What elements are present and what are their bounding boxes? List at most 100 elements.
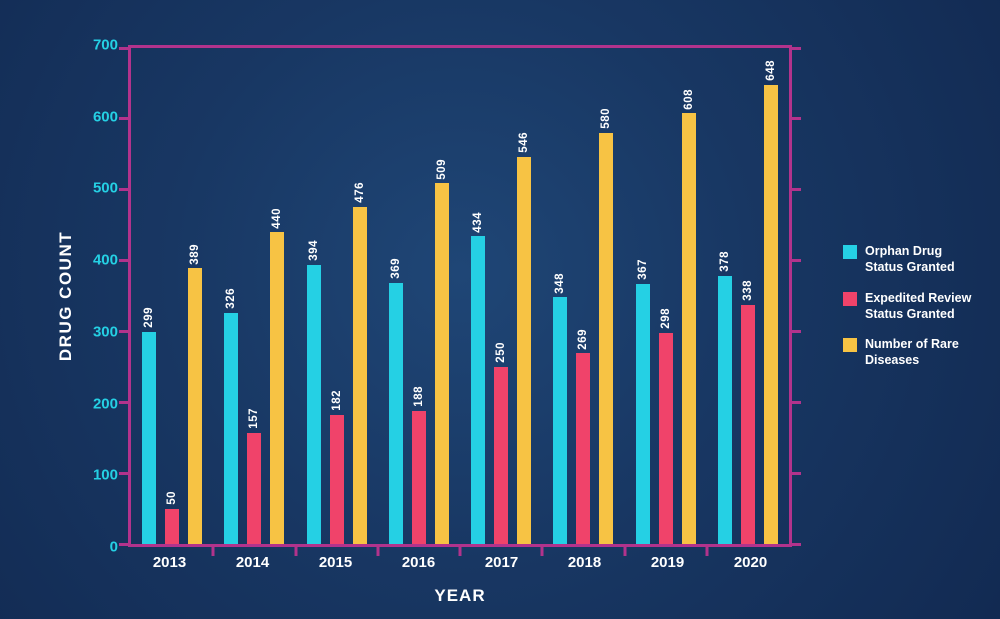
x-tick-mark xyxy=(376,547,380,556)
bar-group-2018: 348 269 580 xyxy=(542,48,624,544)
x-axis-title: YEAR xyxy=(434,586,486,605)
bar-value-label: 188 xyxy=(412,386,425,407)
legend-label: Orphan Drug Status Granted xyxy=(865,244,955,275)
bar-unit: 608 xyxy=(681,48,696,544)
bar-value-label: 299 xyxy=(143,307,156,329)
x-tick-label: 2020 xyxy=(733,554,768,571)
bar-unit: 157 xyxy=(247,48,262,544)
bar-value-label: 509 xyxy=(435,158,448,180)
y-tick-mark xyxy=(792,471,801,475)
bar-unit: 509 xyxy=(434,48,449,544)
y-tick-label: 700 xyxy=(92,36,118,54)
y-tick-label: 0 xyxy=(109,538,118,556)
y-tick-label: 100 xyxy=(92,466,118,484)
x-tick-mark xyxy=(705,547,709,556)
bar-unit: 648 xyxy=(763,48,778,544)
bar xyxy=(599,133,614,544)
legend-item: Orphan Drug Status Granted xyxy=(843,243,971,276)
y-tick-mark xyxy=(119,46,128,50)
y-tick-mark xyxy=(119,117,128,121)
legend-swatch xyxy=(843,291,857,306)
x-tick-mark xyxy=(623,547,626,556)
bar-unit: 367 xyxy=(635,48,650,544)
bar-group-2014: 326 157 440 xyxy=(213,48,295,544)
bar-group-2016: 369 188 509 xyxy=(378,48,460,544)
y-tick-mark xyxy=(119,329,128,333)
bar xyxy=(329,415,344,544)
y-tick-mark xyxy=(119,400,128,404)
y-tick-mark xyxy=(792,259,801,263)
bar-value-label: 369 xyxy=(389,257,402,279)
bar-group-2013: 299 50 389 xyxy=(131,48,213,544)
bar-value-label: 648 xyxy=(764,60,777,81)
bar-unit: 440 xyxy=(270,48,285,544)
bar-value-label: 338 xyxy=(741,279,754,301)
y-tick-mark xyxy=(792,542,801,546)
bar xyxy=(658,332,673,544)
bar-value-label: 394 xyxy=(307,240,320,261)
x-tick-label: 2014 xyxy=(235,554,270,571)
bar-unit: 389 xyxy=(188,48,203,544)
bar-unit: 326 xyxy=(224,48,239,544)
x-tick-label: 2016 xyxy=(401,554,436,571)
bar-value-label: 546 xyxy=(518,132,531,154)
bar-unit: 50 xyxy=(165,48,180,544)
bar-group-2020: 378 338 648 xyxy=(707,48,789,544)
bar-value-label: 50 xyxy=(166,490,179,505)
x-tick-mark xyxy=(458,547,462,556)
bar xyxy=(411,410,426,544)
y-tick-mark xyxy=(119,259,128,263)
bar-unit: 338 xyxy=(740,48,755,544)
y-tick-mark xyxy=(119,471,128,475)
bar-group-2017: 434 250 546 xyxy=(460,48,542,544)
bar-unit: 394 xyxy=(306,48,321,544)
plot-area: 299 50 389 326 157 440 394 182 476 369 188 509 434 25… xyxy=(119,45,801,556)
bar-unit: 546 xyxy=(517,48,532,544)
bar-value-label: 434 xyxy=(472,211,485,233)
x-tick-label: 2017 xyxy=(484,554,519,571)
bar xyxy=(494,366,509,544)
bar xyxy=(247,432,262,544)
bar xyxy=(224,313,239,544)
x-tick-mark xyxy=(294,547,297,556)
bar-unit: 580 xyxy=(599,48,614,544)
bar xyxy=(763,84,778,544)
y-tick-label: 400 xyxy=(92,251,118,269)
y-tick-mark xyxy=(792,329,801,333)
y-tick-label: 600 xyxy=(92,108,118,126)
bar xyxy=(270,232,285,544)
x-tick-label: 2015 xyxy=(318,554,353,571)
bar-unit: 250 xyxy=(494,48,509,544)
bar-value-label: 367 xyxy=(636,259,649,280)
bar xyxy=(471,236,486,544)
y-tick-mark xyxy=(119,542,128,546)
legend-swatch xyxy=(843,245,857,259)
y-tick-label: 200 xyxy=(92,395,118,413)
bar xyxy=(681,113,696,544)
bar-unit: 299 xyxy=(142,48,157,544)
x-axis-tick-labels: 2013 2014 2015 2016 2017 2018 2019 2020 xyxy=(128,554,792,571)
bar-unit: 298 xyxy=(658,48,673,544)
y-tick-label: 300 xyxy=(92,323,118,341)
bar-unit: 369 xyxy=(388,48,403,544)
y-axis-tick-labels: 0 100 200 300 400 500 600 700 xyxy=(72,37,118,556)
bar xyxy=(517,157,532,544)
bar-value-label: 440 xyxy=(271,207,284,229)
legend-label: Expedited Review Status Granted xyxy=(865,290,972,321)
legend-swatch xyxy=(843,338,857,352)
bar-value-label: 298 xyxy=(659,308,672,329)
bar-group-2015: 394 182 476 xyxy=(296,48,378,544)
bar xyxy=(352,206,367,544)
bar-group-2019: 367 298 608 xyxy=(625,48,707,544)
bar-unit: 182 xyxy=(329,48,344,544)
bar-unit: 378 xyxy=(717,48,732,544)
bar xyxy=(717,276,732,544)
y-tick-mark xyxy=(792,46,801,50)
bar-value-label: 389 xyxy=(189,243,202,265)
bar-value-label: 182 xyxy=(330,390,343,412)
bar-value-label: 269 xyxy=(577,328,590,350)
y-tick-mark xyxy=(792,400,801,404)
bar-value-label: 476 xyxy=(353,182,366,203)
bar xyxy=(635,283,650,544)
bar-groups: 299 50 389 326 157 440 394 182 476 369 188 509 434 25… xyxy=(131,48,789,544)
